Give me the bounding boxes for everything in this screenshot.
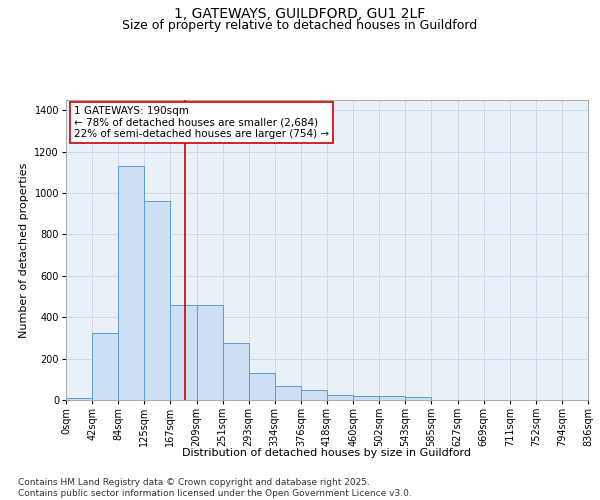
Bar (197, 305, 223, 400)
Bar (170, 305, 197, 400)
Bar (223, 343, 249, 400)
Bar (327, 395, 353, 400)
Text: Contains HM Land Registry data © Crown copyright and database right 2025.
Contai: Contains HM Land Registry data © Crown c… (18, 478, 412, 498)
Bar (249, 373, 275, 400)
Bar (301, 390, 327, 400)
Text: 1, GATEWAYS, GUILDFORD, GU1 2LF: 1, GATEWAYS, GUILDFORD, GU1 2LF (175, 8, 425, 22)
Bar (275, 386, 301, 400)
Bar (66, 398, 92, 400)
Text: 1 GATEWAYS: 190sqm
← 78% of detached houses are smaller (2,684)
22% of semi-deta: 1 GATEWAYS: 190sqm ← 78% of detached hou… (74, 106, 329, 139)
Y-axis label: Number of detached properties: Number of detached properties (19, 162, 29, 338)
Text: Size of property relative to detached houses in Guildford: Size of property relative to detached ho… (122, 18, 478, 32)
Bar (379, 396, 406, 400)
Bar (353, 396, 379, 400)
Bar (118, 166, 145, 400)
Bar (406, 397, 431, 400)
Bar (145, 202, 170, 400)
Bar (92, 333, 118, 400)
Text: Distribution of detached houses by size in Guildford: Distribution of detached houses by size … (182, 448, 472, 458)
